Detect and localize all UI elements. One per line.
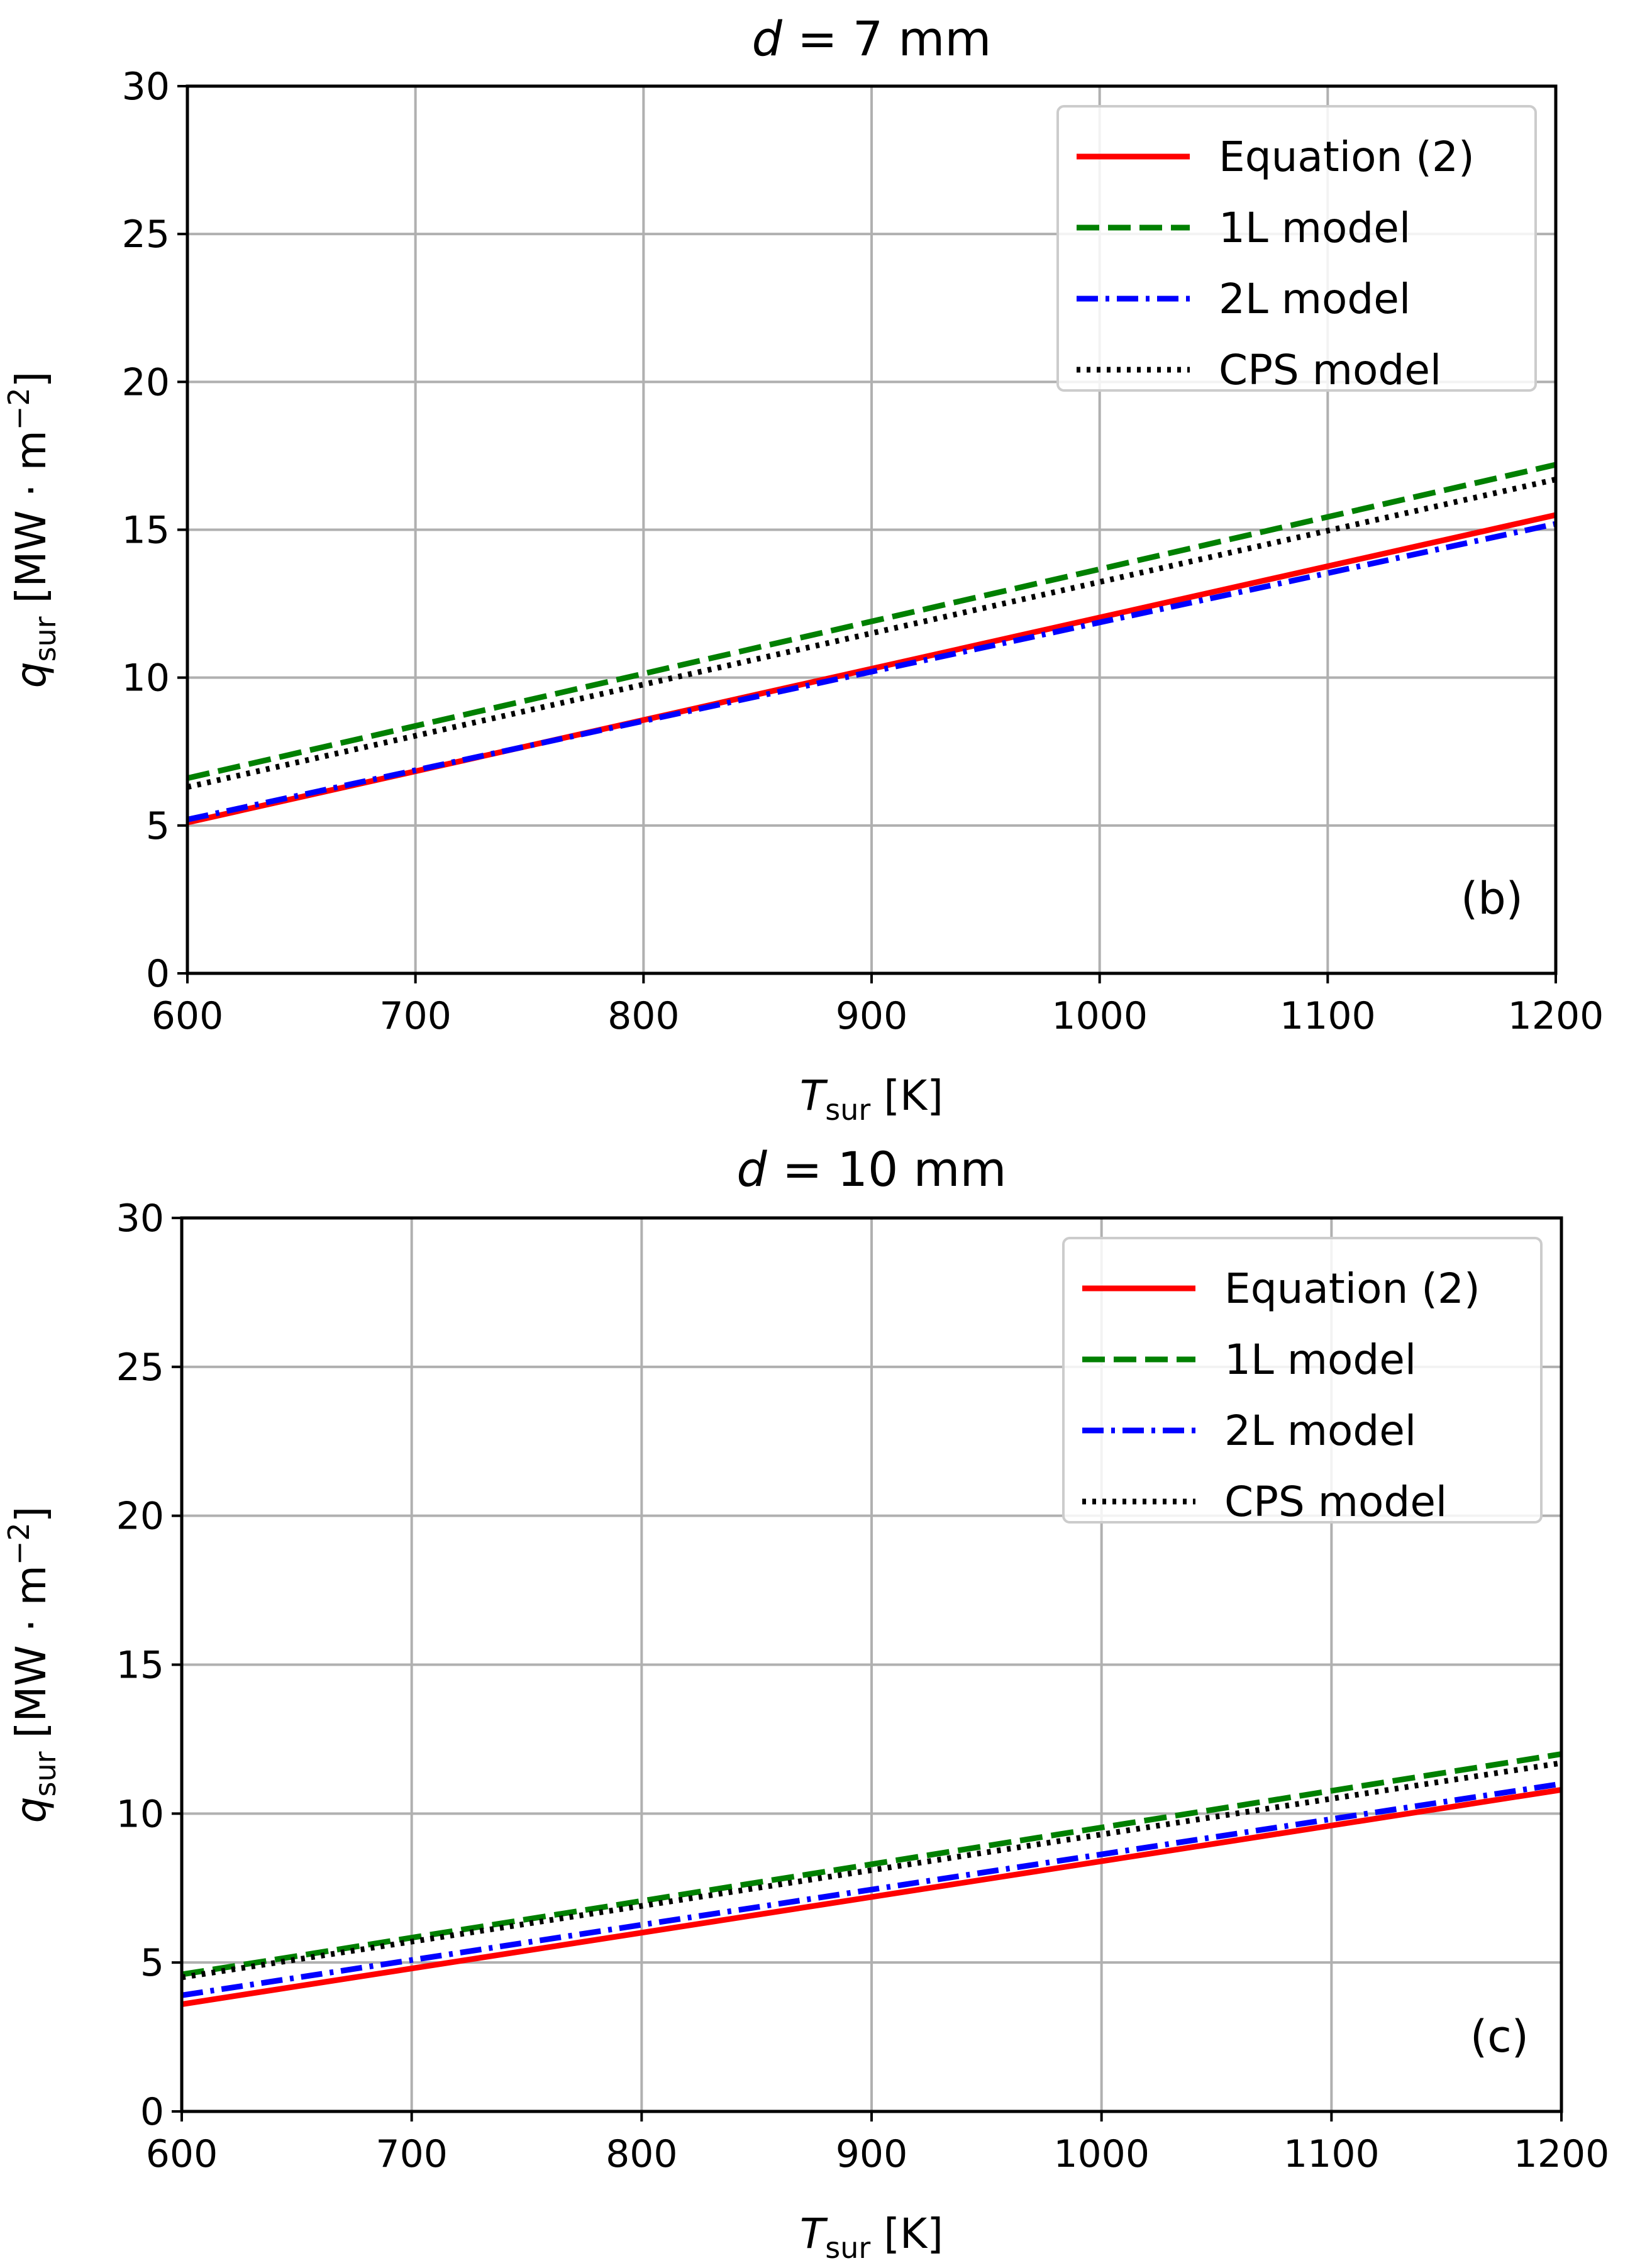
legend-label-2l-model: 2L model — [1224, 1407, 1416, 1455]
x-tick-label: 800 — [607, 994, 680, 1038]
x-tick-label: 1100 — [1280, 994, 1376, 1038]
x-tick-label: 600 — [152, 994, 224, 1038]
x-tick-label: 1200 — [1508, 994, 1604, 1038]
legend-label-1l-model: 1L model — [1219, 204, 1411, 252]
x-tick-label: 900 — [836, 994, 908, 1038]
series-group — [182, 1751, 1561, 2007]
y-tick-label: 15 — [116, 1644, 164, 1688]
legend-label-equation-2: Equation (2) — [1224, 1264, 1480, 1313]
chart-title: d = 10 mm — [736, 1141, 1006, 1197]
y-tick-label: 25 — [116, 1346, 164, 1390]
x-tick-label: 700 — [375, 2132, 448, 2176]
x-tick-label: 900 — [836, 2132, 908, 2176]
legend-label-cps-model: CPS model — [1219, 346, 1441, 394]
x-tick-label: 1000 — [1051, 994, 1148, 1038]
panel-label: (b) — [1461, 873, 1523, 924]
x-tick-label: 700 — [379, 994, 452, 1038]
y-tick-label: 30 — [116, 1197, 164, 1241]
series-line-cps-model — [182, 1760, 1561, 1981]
y-axis-label: qsur [MW · m−2] — [2, 1507, 62, 1823]
y-tick-label: 10 — [116, 1792, 164, 1836]
legend-label-equation-2: Equation (2) — [1219, 133, 1475, 181]
y-tick-label: 0 — [140, 2090, 164, 2134]
legend-box — [1056, 105, 1537, 392]
x-tick-label: 1100 — [1283, 2132, 1380, 2176]
series-line-2l-model — [182, 1781, 1561, 1998]
series-line-2l-model — [187, 521, 1556, 822]
legend: Equation (2) 1L model 2L model CPS model — [1056, 105, 1537, 394]
y-tick-label: 20 — [116, 1495, 164, 1539]
y-tick-label: 5 — [146, 804, 170, 848]
series-group — [187, 462, 1556, 826]
legend-label-cps-model: CPS model — [1224, 1478, 1447, 1526]
legend-label-2l-model: 2L model — [1219, 275, 1411, 323]
series-line-1l-model — [182, 1751, 1561, 1978]
y-tick-label: 25 — [122, 213, 170, 257]
x-tick-label: 600 — [146, 2132, 218, 2176]
y-axis-label: qsur [MW · m−2] — [2, 372, 62, 689]
series-line-cps-model — [187, 477, 1556, 790]
y-tick-label: 20 — [122, 360, 170, 404]
y-tick-label: 15 — [122, 509, 170, 553]
legend-label-1l-model: 1L model — [1224, 1336, 1416, 1384]
y-tick-label: 5 — [140, 1941, 164, 1985]
chart-panel-1: 600 700 800 900 1000 1100 1200 0 5 10 15 20 25 30 d = … — [2, 11, 1604, 1127]
x-tick-label: 1000 — [1053, 2132, 1150, 2176]
x-axis-label: Tsur [K] — [800, 2210, 943, 2265]
y-tick-label: 0 — [146, 952, 170, 996]
chart-title: d = 7 mm — [752, 11, 992, 67]
panel-label: (c) — [1470, 2011, 1529, 2062]
x-tick-label: 800 — [606, 2132, 678, 2176]
legend-box — [1062, 1237, 1543, 1524]
y-tick-label: 30 — [122, 65, 170, 109]
x-axis-label: Tsur [K] — [800, 1071, 943, 1127]
series-line-equation-2 — [182, 1786, 1561, 2007]
x-tick-label: 1200 — [1514, 2132, 1610, 2176]
legend: Equation (2) 1L model 2L model CPS model — [1062, 1237, 1543, 1526]
chart-panel-2: 600 700 800 900 1000 1100 1200 0 5 10 15 20 25 30 d = … — [2, 1141, 1609, 2265]
y-tick-label: 10 — [122, 656, 170, 700]
series-line-1l-model — [187, 462, 1556, 781]
